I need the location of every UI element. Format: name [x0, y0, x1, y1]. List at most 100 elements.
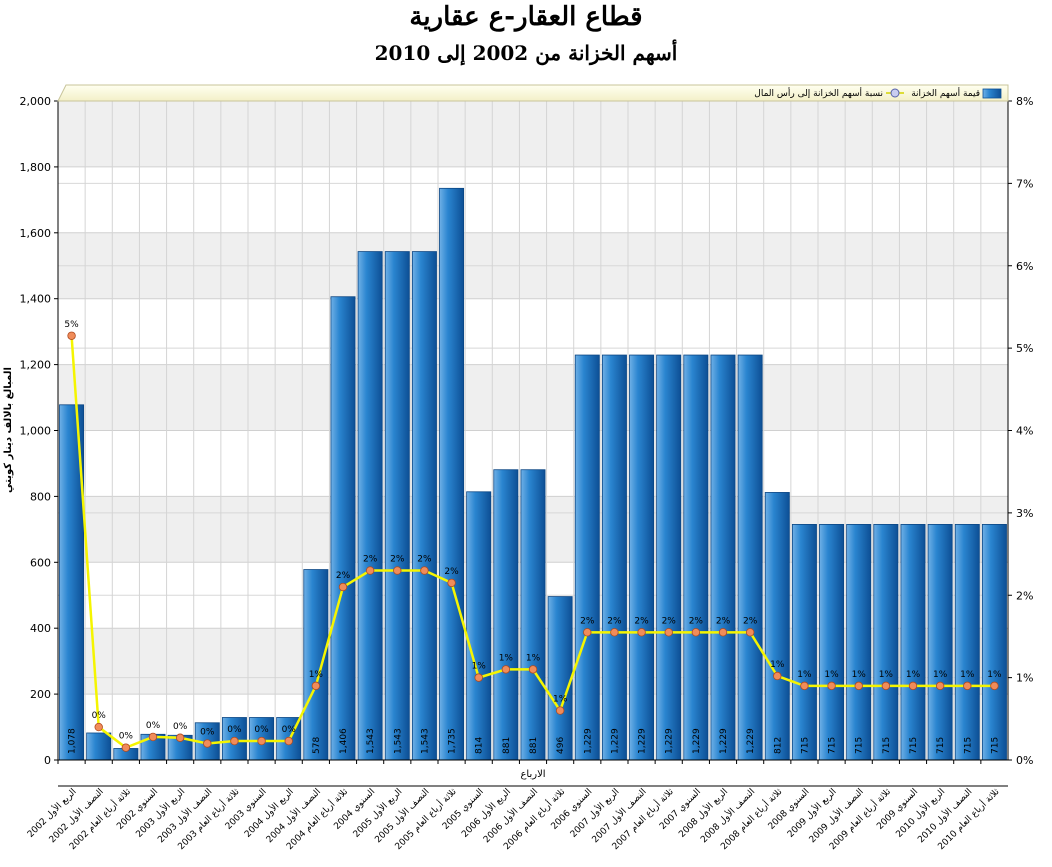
bar: [411, 251, 437, 761]
y-tick-label: 400: [30, 622, 51, 635]
y-tick-label: 0: [44, 754, 51, 767]
line-point: [121, 743, 131, 752]
bar: [819, 524, 845, 761]
bar: [439, 187, 465, 761]
bar-label: 715: [963, 737, 973, 754]
bar-label: 715: [936, 737, 946, 754]
bar: [384, 251, 410, 761]
y2-tick-label: 8%: [1016, 95, 1033, 108]
bar: [791, 524, 817, 761]
bar-label: 881: [502, 737, 512, 754]
line-point-label: 2%: [662, 616, 677, 626]
line-point: [365, 566, 375, 575]
y-tick-label: 1,600: [20, 227, 52, 240]
bar-label: 1,229: [746, 728, 756, 754]
line-point-label: 2%: [716, 616, 731, 626]
line-point-label: 0%: [200, 728, 215, 738]
legend-bar-swatch: [982, 88, 1002, 99]
legend: قيمة أسهم الخزانة نسبة أسهم الخزانة إلى …: [57, 84, 1009, 102]
bar-label: 715: [909, 737, 919, 754]
bar: [601, 354, 627, 761]
y-tick-label: 1,400: [20, 293, 52, 306]
y-tick-label: 1,200: [20, 359, 52, 372]
line-point: [528, 665, 538, 674]
bar-label: 715: [800, 737, 810, 754]
bar: [574, 354, 600, 761]
line-point-label: 2%: [336, 571, 351, 581]
line-point-label: 1%: [987, 670, 1002, 680]
bar: [547, 596, 573, 761]
legend-bar-label: قيمة أسهم الخزانة: [911, 87, 980, 99]
bar-label: 1,229: [610, 728, 620, 754]
bar-label: 1,229: [719, 728, 729, 754]
y-tick-label: 600: [30, 556, 51, 569]
line-point-label: 2%: [363, 555, 378, 565]
line-point-label: 1%: [824, 670, 839, 680]
y-tick-label: 200: [30, 688, 51, 701]
bar: [629, 354, 655, 761]
bar: [737, 354, 763, 761]
line-point: [94, 722, 103, 732]
line-point: [203, 739, 212, 748]
bar-label: 1,735: [448, 728, 458, 754]
bar: [520, 469, 546, 761]
bar: [954, 524, 980, 761]
line-point: [501, 665, 511, 674]
line-point: [800, 681, 809, 691]
line-point-label: 0%: [254, 725, 269, 735]
line-point-label: 2%: [417, 555, 432, 565]
line-point: [664, 628, 673, 637]
y2-tick-label: 6%: [1016, 260, 1033, 273]
line-point: [908, 681, 918, 691]
bar-label: 1,543: [393, 728, 403, 754]
bar-label: 1,078: [68, 728, 78, 754]
line-point-label: 2%: [689, 616, 704, 626]
y2-tick-label: 3%: [1016, 507, 1033, 520]
bar-label: 496: [556, 737, 566, 754]
y-tick-label: 1,000: [20, 425, 52, 438]
y2-tick-label: 2%: [1016, 589, 1033, 602]
line-point-label: 2%: [444, 567, 459, 577]
line-point-label: 1%: [770, 660, 785, 670]
line-point: [963, 681, 972, 691]
bar: [873, 524, 899, 761]
line-point: [420, 566, 429, 575]
y-axis-label: المبالغ بالالف دينار كويتي: [3, 367, 14, 493]
plot-band: [58, 101, 1008, 167]
line-point-label: 1%: [933, 670, 948, 680]
line-point: [148, 732, 158, 742]
line-point-label: 2%: [580, 616, 595, 626]
bar: [357, 251, 383, 761]
line-point: [338, 582, 348, 592]
bar-label: 715: [990, 737, 1000, 754]
bar: [656, 354, 682, 761]
bar: [927, 524, 953, 761]
line-point: [447, 578, 456, 588]
y2-tick-label: 4%: [1016, 425, 1033, 438]
line-point: [881, 681, 891, 691]
y2-tick-label: 5%: [1016, 342, 1033, 355]
line-point: [718, 628, 728, 637]
bar: [466, 491, 492, 761]
bar: [710, 354, 736, 761]
line-point-label: 0%: [227, 725, 242, 735]
line-point-label: 2%: [390, 555, 405, 565]
line-point-label: 0%: [92, 711, 107, 721]
y2-tick-label: 0%: [1016, 754, 1033, 767]
line-point-label: 1%: [906, 670, 921, 680]
line-point: [175, 733, 185, 742]
line-point-label: 2%: [607, 616, 622, 626]
line-point-label: 5%: [64, 320, 79, 330]
line-point-label: 0%: [146, 721, 161, 731]
line-point-label: 1%: [309, 670, 324, 680]
bar-label: 1,229: [583, 728, 593, 754]
bar-label: 1,229: [665, 728, 675, 754]
legend-line-label: نسبة أسهم الخزانة إلى رأس المال: [754, 87, 883, 99]
line-point-label: 0%: [173, 722, 188, 732]
bar: [846, 524, 872, 761]
line-point-label: 1%: [472, 662, 487, 672]
y-tick-label: 1,800: [20, 161, 52, 174]
chart-subtitle: أسهم الخزانة من 2002 إلى 2010: [374, 41, 678, 65]
y2-tick-label: 7%: [1016, 177, 1033, 190]
line-point: [230, 736, 239, 746]
